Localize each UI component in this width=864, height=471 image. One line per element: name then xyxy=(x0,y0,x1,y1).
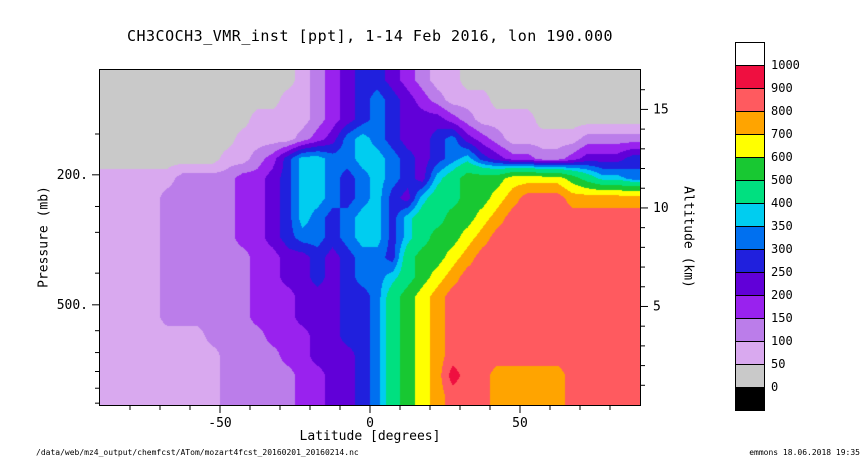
altitude-tick-label: 15 xyxy=(653,102,669,117)
colorbar-label: 200 xyxy=(771,288,793,302)
colorbar-swatch xyxy=(735,318,765,342)
colorbar-label: 50 xyxy=(771,357,786,371)
pressure-tick-label: 500. xyxy=(57,298,88,313)
colorbar-label: 500 xyxy=(771,173,793,187)
colorbar-swatch xyxy=(735,226,765,250)
colorbar-swatch xyxy=(735,387,765,411)
colorbar-label: 350 xyxy=(771,219,793,233)
colorbar-label: 0 xyxy=(771,380,779,394)
contour-field-canvas xyxy=(100,70,640,405)
colorbar-label: 800 xyxy=(771,104,793,118)
colorbar-swatch xyxy=(735,134,765,158)
colorbar-label: 700 xyxy=(771,127,793,141)
colorbar-swatch xyxy=(735,249,765,273)
credit-stamp: emmons 18.06.2018 19:35 xyxy=(749,448,860,457)
altitude-tick-label: 10 xyxy=(653,201,669,216)
colorbar-swatch xyxy=(735,88,765,112)
colorbar-label: 250 xyxy=(771,265,793,279)
altitude-tick-label: 5 xyxy=(653,299,661,314)
colorbar: 1000 900 800 700 600 500 400 350 300 250 200 150 100… xyxy=(735,42,800,411)
colorbar-label: 600 xyxy=(771,150,793,164)
colorbar-swatch xyxy=(735,111,765,135)
altitude-axis-ticks: 5 10 15 xyxy=(640,89,669,386)
colorbar-swatch xyxy=(735,272,765,296)
colorbar-swatch xyxy=(735,42,765,66)
colorbar-swatch xyxy=(735,180,765,204)
colorbar-label: 400 xyxy=(771,196,793,210)
colorbar-label: 300 xyxy=(771,242,793,256)
colorbar-swatch xyxy=(735,295,765,319)
pressure-tick-label: 200. xyxy=(57,168,88,183)
chart-title: CH3COCH3_VMR_inst [ppt], 1-14 Feb 2016, … xyxy=(126,27,614,45)
y-axis-right-title: Altitude (km) xyxy=(680,186,696,288)
x-axis-ticks: -50 0 50 xyxy=(129,405,611,431)
pressure-axis-ticks: 200. 500. xyxy=(57,133,100,404)
colorbar-swatch xyxy=(735,65,765,89)
colorbar-label: 900 xyxy=(771,81,793,95)
colorbar-swatch xyxy=(735,364,765,388)
colorbar-label: 100 xyxy=(771,334,793,348)
file-path: /data/web/mz4_output/chemfcst/ATom/mozar… xyxy=(36,448,359,457)
colorbar-swatch xyxy=(735,341,765,365)
colorbar-swatch xyxy=(735,203,765,227)
colorbar-label: 1000 xyxy=(771,58,800,72)
y-axis-left-title: Pressure (mb) xyxy=(36,186,52,288)
colorbar-swatch xyxy=(735,157,765,181)
colorbar-label: 150 xyxy=(771,311,793,325)
x-axis-title: Latitude [degrees] xyxy=(299,429,441,444)
